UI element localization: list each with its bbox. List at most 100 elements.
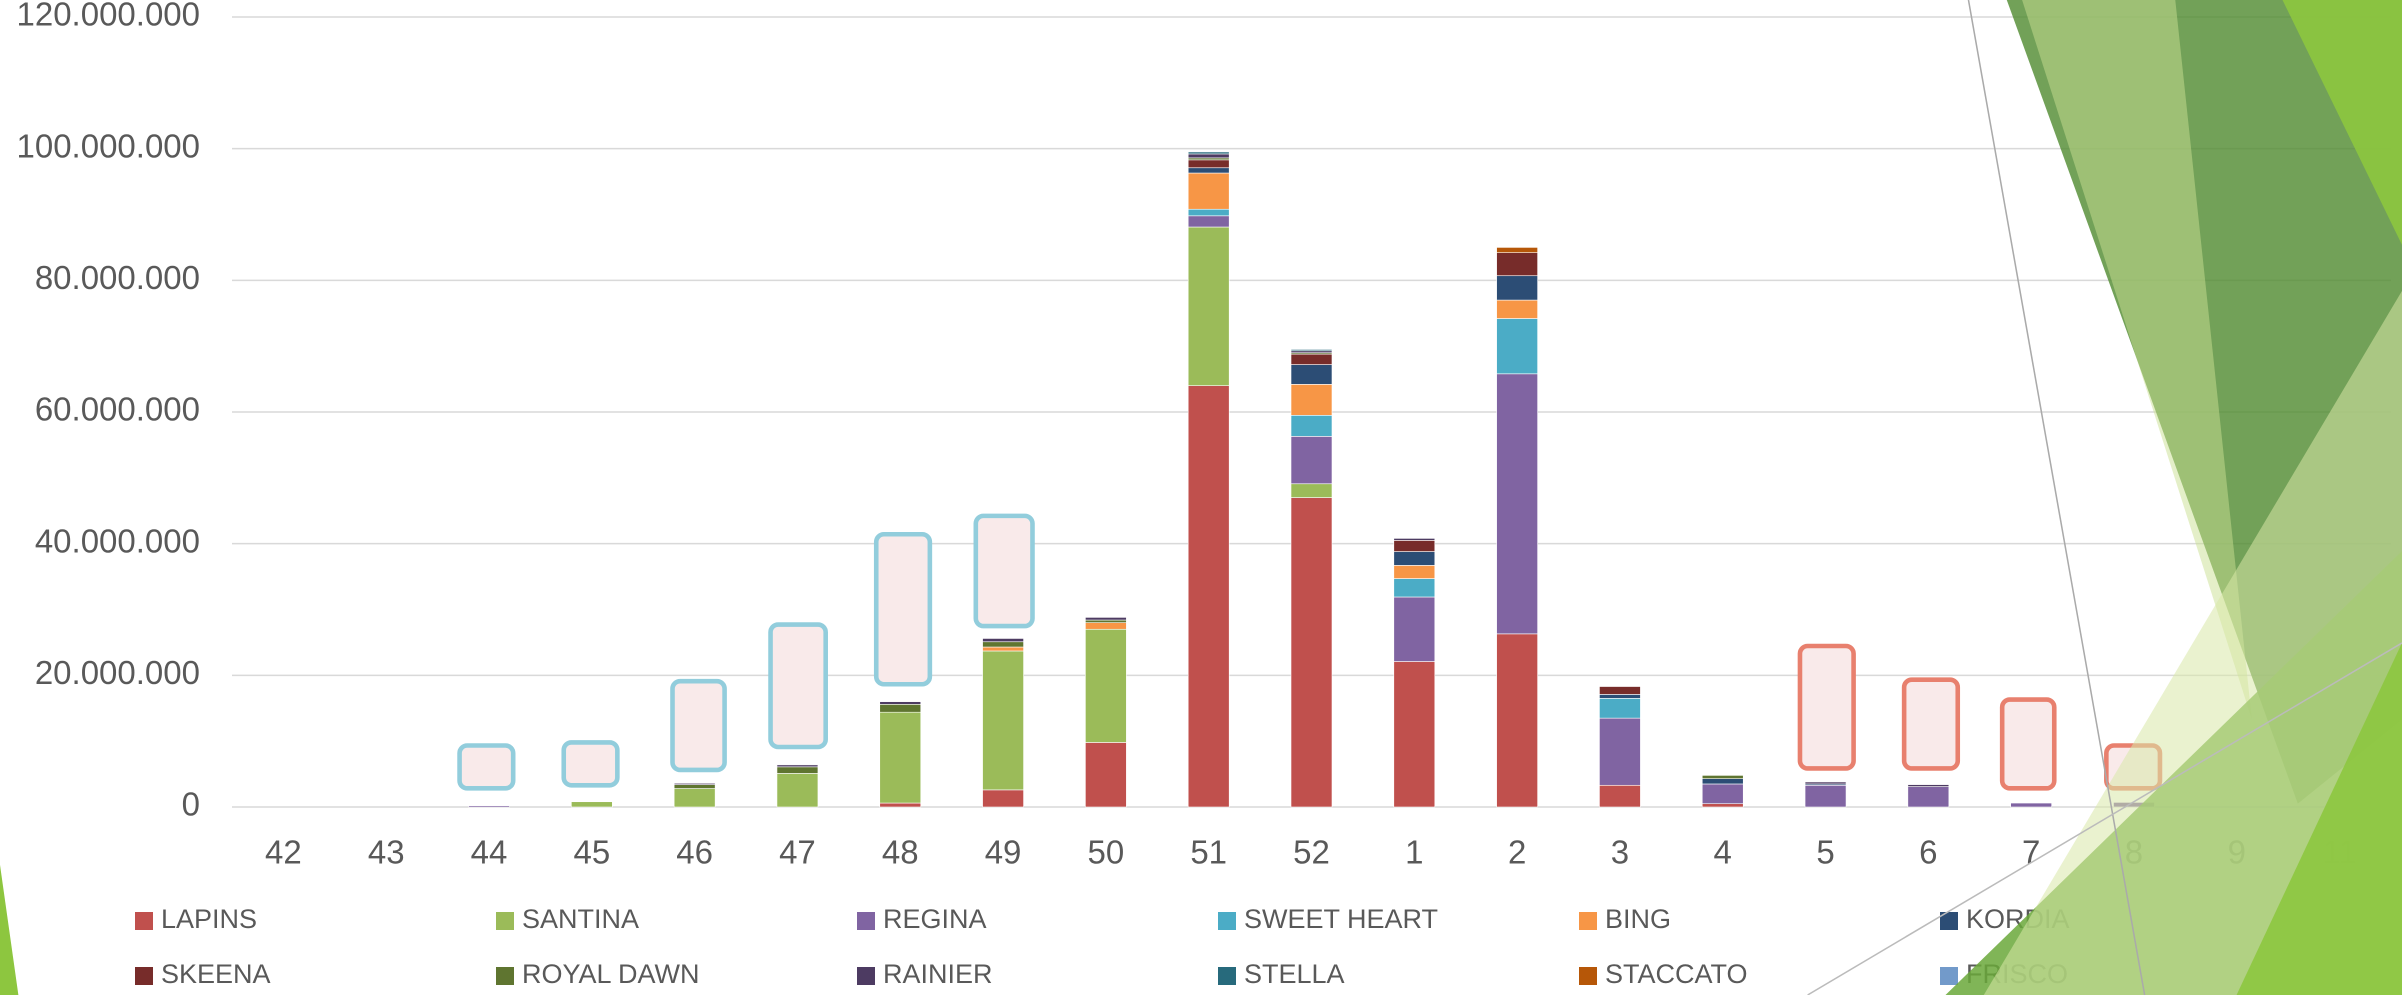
bar-segment xyxy=(571,801,613,808)
x-tick-label: 6 xyxy=(1919,834,1937,871)
bar-segment xyxy=(1085,742,1127,808)
bar-segment xyxy=(1393,551,1436,566)
bar-segment xyxy=(1187,153,1230,159)
bar-segment xyxy=(982,641,1024,648)
bar-segment xyxy=(1085,622,1127,630)
legend-swatch xyxy=(135,912,153,930)
x-tick-label: 45 xyxy=(573,834,610,871)
y-tick-label: 80.000.000 xyxy=(35,259,200,296)
x-tick-label: 11 xyxy=(2322,834,2356,871)
bar-segment xyxy=(1701,778,1744,785)
bar-segment xyxy=(1496,275,1538,301)
legend-label: SKEENA xyxy=(161,959,271,989)
bar-segment xyxy=(1496,373,1538,635)
bar-segment xyxy=(982,646,1024,652)
x-tick-label: 2 xyxy=(1508,834,1526,871)
legend-swatch xyxy=(496,967,514,985)
x-tick-label: 42 xyxy=(265,834,302,871)
legend-label: SANTINA xyxy=(522,904,639,934)
bar-segment xyxy=(1804,781,1847,785)
bar-segment xyxy=(1496,247,1538,253)
legend-swatch xyxy=(857,967,875,985)
legend-swatch xyxy=(1940,967,1958,985)
x-tick-label: 43 xyxy=(368,834,405,871)
bar-segment xyxy=(1393,596,1436,662)
x-tick-label: 48 xyxy=(882,834,919,871)
bar-segment xyxy=(879,711,922,804)
legend-swatch xyxy=(857,912,875,930)
y-tick-label: 0 xyxy=(182,786,200,823)
bar-segment xyxy=(982,789,1024,808)
y-tick-label: 100.000.000 xyxy=(16,127,200,164)
bar-segment xyxy=(673,782,716,785)
bar-segment xyxy=(1701,783,1744,805)
bar-segment xyxy=(2010,802,2052,808)
legend-label: STELLA xyxy=(1244,959,1345,989)
legend-swatch xyxy=(1940,912,1958,930)
bar-segment xyxy=(1290,414,1333,437)
bar-segment xyxy=(1907,784,1950,787)
bar-segment xyxy=(1599,784,1641,808)
bar-segment xyxy=(1085,619,1127,623)
bar-segment xyxy=(1599,698,1641,719)
bar-segment xyxy=(1187,215,1230,228)
bar-segment xyxy=(1290,384,1333,416)
bar-segment xyxy=(1496,318,1538,375)
legend-label: ROYAL DAWN xyxy=(522,959,700,989)
bar-segment xyxy=(1599,686,1641,695)
bar-segment xyxy=(1393,538,1436,541)
bar-segment xyxy=(982,638,1024,643)
bar-segment xyxy=(879,701,922,705)
bar-segment xyxy=(1599,717,1641,786)
bar-segment xyxy=(879,703,922,713)
x-tick-label: 5 xyxy=(1816,834,1834,871)
legend-label: BING xyxy=(1605,904,1671,934)
legend-label: STACCATO xyxy=(1605,959,1748,989)
x-tick-label: 4 xyxy=(1714,834,1732,871)
bar-segment xyxy=(673,784,716,789)
legend-label: LAPINS xyxy=(161,904,257,934)
bar-segment xyxy=(776,764,819,768)
bar-segment xyxy=(1290,436,1333,485)
x-tick-label: 44 xyxy=(471,834,508,871)
x-tick-label: 46 xyxy=(676,834,713,871)
bar-segment xyxy=(1907,786,1950,808)
legend-swatch xyxy=(1579,967,1597,985)
x-tick-label: 3 xyxy=(1611,834,1629,871)
y-tick-label: 120.000.000 xyxy=(16,0,200,33)
y-tick-label: 40.000.000 xyxy=(35,522,200,559)
bar-segment xyxy=(1085,617,1127,621)
legend-swatch xyxy=(1218,912,1236,930)
x-tick-label: 51 xyxy=(1190,834,1227,871)
bar-segment xyxy=(1187,172,1230,210)
legend-label: REGINA xyxy=(883,904,987,934)
x-tick-label: 47 xyxy=(779,834,816,871)
bar-segment xyxy=(1701,803,1744,808)
x-tick-label: 8 xyxy=(2125,834,2143,871)
bar-segment xyxy=(1290,353,1333,365)
bar-segment xyxy=(1393,540,1436,552)
bar-segment xyxy=(1290,497,1333,808)
x-tick-label: 52 xyxy=(1293,834,1330,871)
x-tick-label: 1 xyxy=(1405,834,1423,871)
legend-swatch xyxy=(1218,967,1236,985)
bar-segment xyxy=(982,650,1024,791)
bar-segment xyxy=(1187,167,1230,174)
bar-segment xyxy=(1496,633,1538,808)
legend-label: FRISCO xyxy=(1966,959,2068,989)
bar-segment xyxy=(468,805,510,808)
y-tick-label: 60.000.000 xyxy=(35,391,200,428)
legend-swatch xyxy=(135,967,153,985)
bar-segment xyxy=(1393,565,1436,579)
bar-segment xyxy=(1085,628,1127,743)
bar-segment xyxy=(2113,802,2155,808)
legend-swatch xyxy=(1579,912,1597,930)
bar-segment xyxy=(1496,299,1538,319)
bar-segment xyxy=(673,788,716,808)
bar-segment xyxy=(1290,364,1333,385)
bar-segment xyxy=(1187,151,1230,155)
y-tick-label: 20.000.000 xyxy=(35,654,200,691)
bar-segment xyxy=(776,766,819,774)
